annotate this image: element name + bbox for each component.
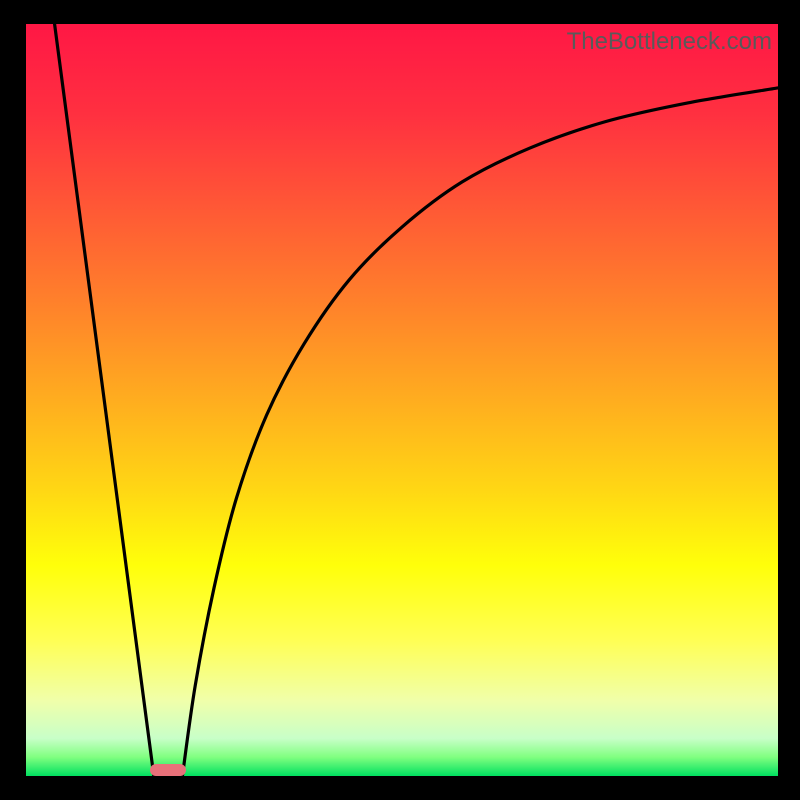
watermark-text: TheBottleneck.com [567, 28, 772, 56]
bottleneck-marker [150, 764, 186, 776]
bottleneck-curve [26, 24, 778, 776]
plot-area [26, 24, 778, 776]
